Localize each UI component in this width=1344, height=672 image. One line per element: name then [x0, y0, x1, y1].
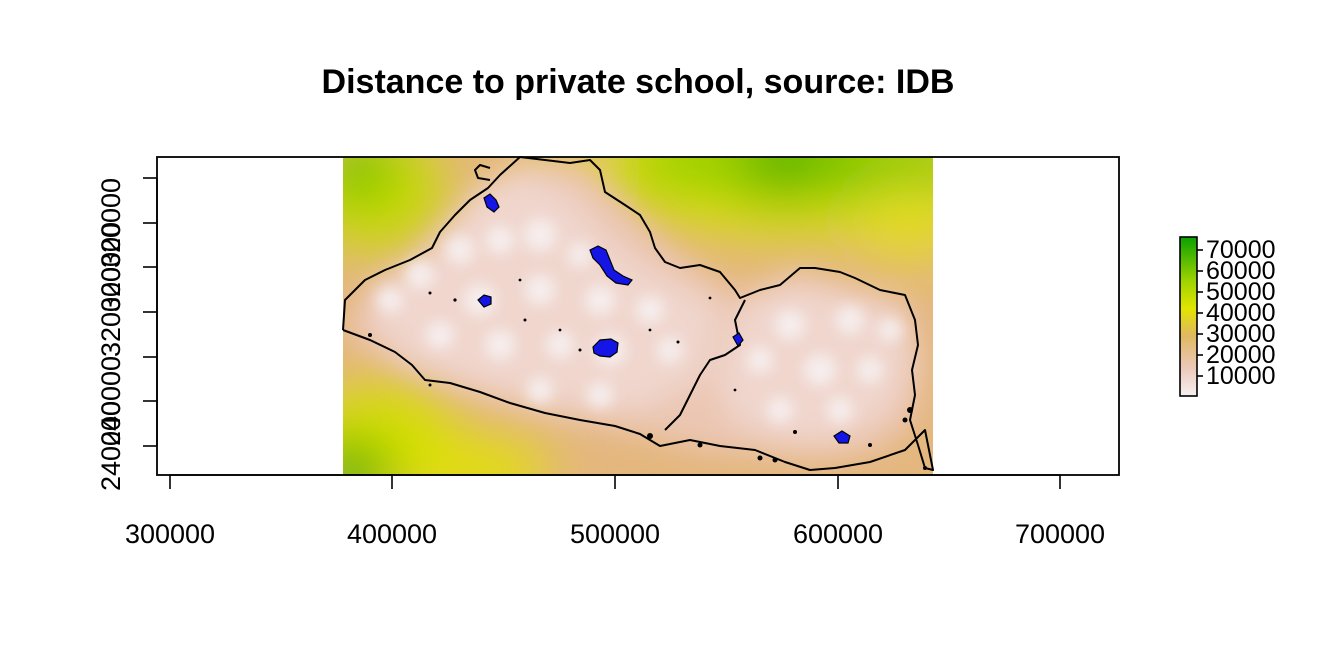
- urban-area-north: [589, 245, 633, 286]
- y-tick-label: 240000: [96, 401, 126, 491]
- urban-area-northwest: [483, 193, 500, 213]
- legend-label: 60000: [1206, 257, 1276, 285]
- urban-area-east: [732, 332, 744, 348]
- x-tick-label: 300000: [125, 519, 215, 549]
- plot-title: Distance to private school, source: IDB: [322, 63, 955, 101]
- x-tick-label: 400000: [347, 519, 437, 549]
- urban-area-san-salvador: [592, 338, 619, 358]
- urban-area-san-miguel: [833, 430, 851, 444]
- small-features: [368, 278, 927, 470]
- urban-areas: [477, 193, 851, 444]
- x-tick-label: 700000: [1015, 519, 1105, 549]
- color-legend: 70000 60000 50000 40000 30000 20000 1000…: [1179, 236, 1276, 397]
- y-tick-label: 320000: [96, 178, 126, 268]
- legend-label: 10000: [1206, 362, 1276, 390]
- legend-label: 40000: [1206, 299, 1276, 327]
- distance-raster: [343, 157, 933, 475]
- legend-label: 20000: [1206, 341, 1276, 369]
- y-tick-label: 320000: [96, 267, 126, 357]
- country-outline: [342, 156, 934, 471]
- x-tick-label: 600000: [793, 519, 883, 549]
- urban-area-santa-ana: [477, 294, 492, 308]
- x-tick-label: 500000: [570, 519, 660, 549]
- legend-colorbar: [1179, 236, 1198, 397]
- y-axis: 240000 320000 320000 240000 320000: [96, 177, 158, 491]
- y-tick-label: 320000: [96, 222, 126, 312]
- x-axis: 300000 400000 500000 600000 700000: [125, 474, 1105, 549]
- y-tick-label: 240000: [96, 356, 126, 446]
- legend-label: 70000: [1206, 236, 1276, 264]
- legend-label: 30000: [1206, 320, 1276, 348]
- legend-label: 50000: [1206, 278, 1276, 306]
